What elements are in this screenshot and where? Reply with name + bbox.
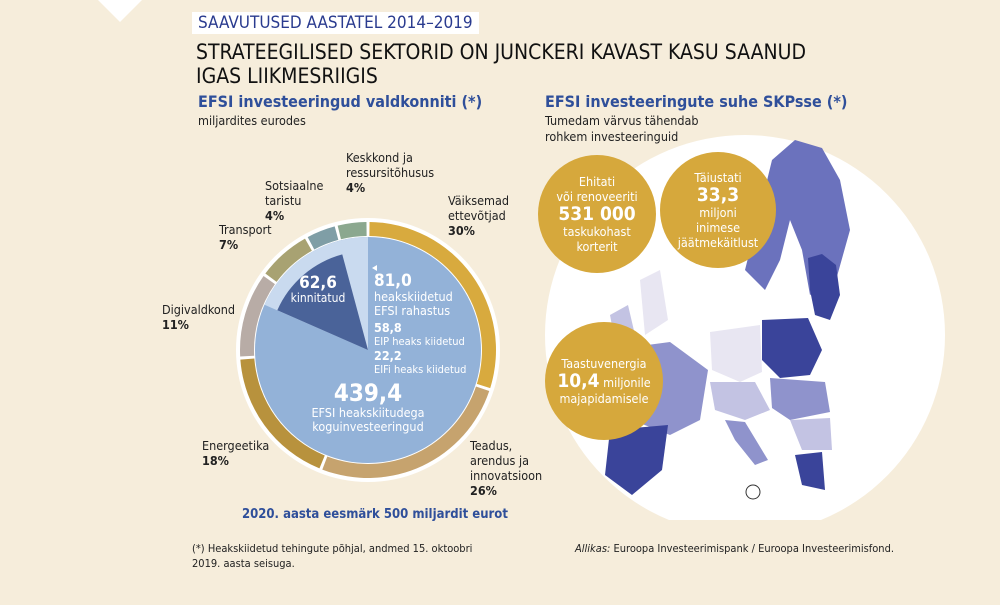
ring-segment-4 xyxy=(265,238,312,282)
ring-segment-5 xyxy=(307,226,339,250)
country-italy xyxy=(725,420,768,465)
left-heading: EFSI investeeringud valdkonniti (*) xyxy=(198,92,483,111)
country-romania-hungary xyxy=(770,378,830,420)
country-spain xyxy=(605,425,668,495)
country-uk xyxy=(640,270,668,335)
bubble-renewables: Taastuvenergia 10,4 miljonile majapidami… xyxy=(545,322,663,440)
total-label: 439,4 EFSI heakskiitudega koguinvesteeri… xyxy=(311,379,425,434)
country-baltics xyxy=(808,254,840,320)
country-greece xyxy=(795,452,825,490)
kicker: SAAVUTUSED AASTATEL 2014–2019 xyxy=(192,12,479,34)
source: Allikas: Euroopa Investeerimispank / Eur… xyxy=(575,542,894,555)
ring-segment-6 xyxy=(337,222,367,240)
right-subheading: Tumedam värvus tähendab rohkem investeer… xyxy=(545,113,699,144)
ring-segment-0 xyxy=(369,222,496,389)
ring-segment-1 xyxy=(322,386,490,478)
country-germany xyxy=(710,325,762,382)
label-energy: Energeetika 18% xyxy=(202,438,270,468)
label-transport: Transport 7% xyxy=(219,222,272,252)
label-digital: Digivaldkond 11% xyxy=(162,302,236,332)
bubble-housing: Ehitati või renoveeriti 531 000 taskukoha… xyxy=(538,155,656,273)
page-title: STRATEEGILISED SEKTORID ON JUNCKERI KAVA… xyxy=(196,40,807,88)
footnote: (*) Heakskiidetud tehingute põhjal, andm… xyxy=(192,542,473,570)
label-smes: Väiksemad ettevõtjad 30% xyxy=(448,193,510,238)
goal-text: 2020. aasta eesmärk 500 miljardit eurot xyxy=(242,507,508,522)
signed-wedge xyxy=(277,254,368,350)
country-poland xyxy=(762,318,822,378)
bubble-waste: Täiustati 33,3 miljoni inimese jäätmekäitl… xyxy=(660,152,776,268)
corner-triangle xyxy=(98,0,142,22)
country-bulgaria xyxy=(790,418,832,450)
ring-segment-3 xyxy=(240,276,275,357)
label-research: Teadus, arendus ja innovatsioon 26% xyxy=(470,438,543,498)
map-inset-circle xyxy=(745,484,761,500)
country-central xyxy=(710,382,770,420)
ring-segment-2 xyxy=(240,358,325,469)
label-environment: Keskkond ja ressursitõhusus 4% xyxy=(346,150,435,195)
pointer-arrow xyxy=(372,265,377,271)
approved-label: 81,0 heakskiidetud EFSI rahastus 58,8 EI… xyxy=(374,271,467,376)
right-heading: EFSI investeeringute suhe SKPsse (*) xyxy=(545,92,848,111)
left-subheading: miljardites eurodes xyxy=(198,113,306,128)
signed-label: 62,6 kinnitatud xyxy=(290,273,346,306)
label-social: Sotsiaalne taristu 4% xyxy=(265,178,324,223)
